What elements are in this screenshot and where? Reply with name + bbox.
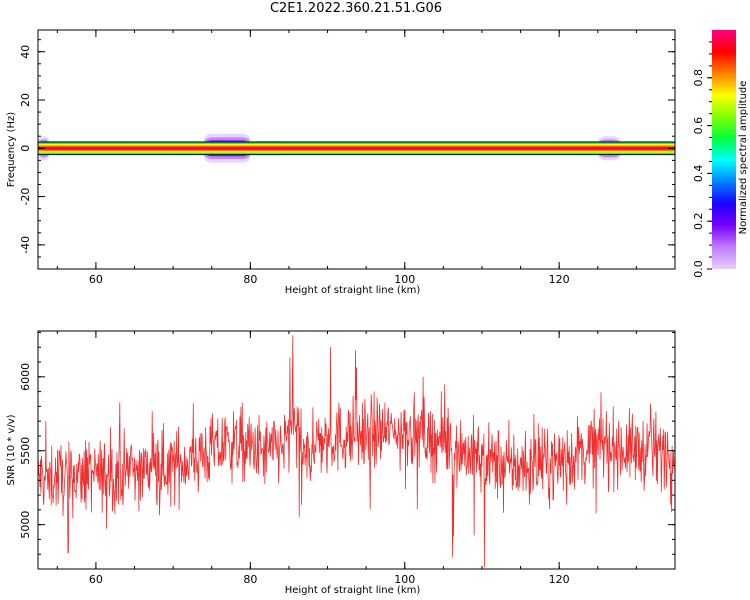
- snr-y-tick-label: 5500: [19, 437, 32, 465]
- colorbar-tick-label: 0.0: [692, 260, 705, 278]
- spectrogram-x-tick-label: 120: [549, 273, 570, 286]
- colorbar-tick-label: 0.8: [692, 69, 705, 87]
- spectrogram-y-tick-label: 0: [19, 145, 32, 152]
- spectrogram-y-tick-label: 40: [19, 45, 32, 59]
- snr-x-axis-label: Height of straight line (km): [285, 585, 421, 596]
- snr-layer: [38, 335, 675, 568]
- snr-x-tick-label: 80: [243, 573, 257, 586]
- spectrogram-y-tick-label: 20: [19, 93, 32, 107]
- figure-title: C2E1.2022.360.21.51.G06: [269, 1, 443, 16]
- snr-x-tick-label: 100: [394, 573, 415, 586]
- spectrogram-y-axis-label: Frequency (Hz): [6, 112, 17, 188]
- spectrogram-x-axis-label: Height of straight line (km): [285, 285, 421, 296]
- colorbar-tick-label: 0.2: [692, 212, 705, 230]
- colorbar-tick-label: 0.4: [692, 165, 705, 183]
- snr-x-tick-label: 120: [549, 573, 570, 586]
- colorbar: [712, 30, 736, 269]
- spectrogram-band: [38, 147, 675, 149]
- snr-frame: [37, 330, 676, 570]
- spectrogram-frame: [37, 29, 676, 270]
- snr-x-tick-label: 60: [89, 573, 103, 586]
- spectrogram-layer: [38, 133, 675, 163]
- colorbar-label: Normalized spectral amplitude: [738, 81, 749, 235]
- colorbar-tick-label: 0.6: [692, 117, 705, 135]
- snr-series-line: [38, 335, 675, 568]
- spectrogram-x-tick-label: 100: [394, 273, 415, 286]
- spectrogram-x-tick-label: 80: [243, 273, 257, 286]
- snr-y-tick-label: 5000: [19, 511, 32, 539]
- snr-y-axis-label: SNR (10 * v/v): [6, 414, 17, 485]
- snr-y-tick-label: 6000: [19, 363, 32, 391]
- spectrogram-x-tick-label: 60: [89, 273, 103, 286]
- spectrogram-y-tick-label: -40: [19, 236, 32, 254]
- spectrogram-y-tick-label: -20: [19, 188, 32, 206]
